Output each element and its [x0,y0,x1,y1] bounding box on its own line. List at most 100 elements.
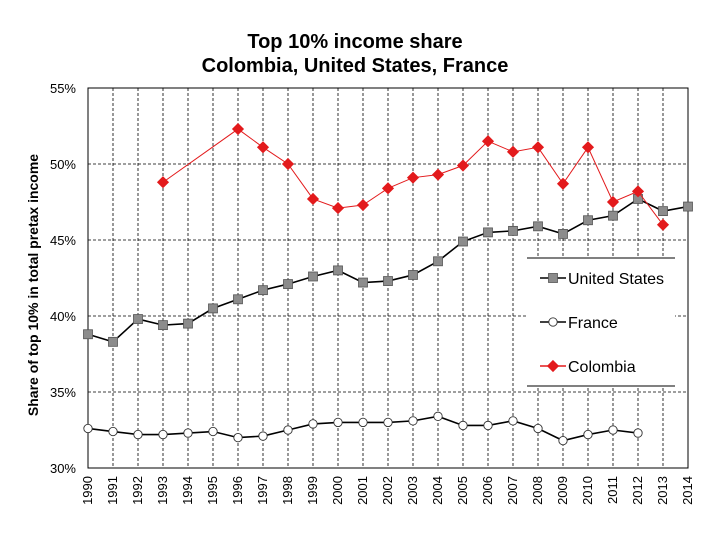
point-colombia [556,177,570,190]
point-colombia [481,135,495,148]
point-colombia [531,141,545,154]
point-france [458,420,468,431]
point-france [433,411,443,421]
y-tick-label: 30% [50,461,76,476]
point-colombia [306,192,320,206]
point-france [233,432,243,443]
point-colombia [606,195,620,209]
y-tick-label: 35% [50,385,76,400]
point-colombia [256,141,270,154]
point-united-states [383,276,393,286]
point-united-states [308,271,318,282]
x-tick-label: 2003 [405,476,420,505]
x-tick-label: 1997 [255,476,270,505]
point-united-states [158,320,168,331]
point-united-states [258,285,268,296]
point-colombia [356,198,370,212]
x-tick-label: 2012 [630,476,645,505]
point-france [83,423,93,434]
point-united-states [558,229,568,239]
point-colombia [281,157,295,171]
y-axis-ticks: 30% 35% 40% 45% 50% 55% [50,81,76,476]
point-france [608,425,618,435]
point-colombia [156,176,170,189]
point-united-states [658,206,668,217]
x-tick-label: 2007 [505,476,520,505]
x-tick-label: 2005 [455,476,470,505]
x-tick-label: 1991 [105,476,120,505]
x-tick-label: 2004 [430,476,445,505]
point-france [108,426,118,437]
point-france [258,431,268,441]
y-tick-label: 45% [50,233,76,248]
x-tick-label: 2009 [555,476,570,505]
x-tick-label: 1990 [80,476,95,505]
point-france [483,420,493,431]
y-axis-label: Share of top 10% in total pretax income [25,154,41,416]
x-tick-label: 1994 [180,476,195,505]
point-colombia [331,202,345,215]
point-united-states [233,294,243,305]
x-tick-label: 2011 [605,476,620,504]
series [83,122,693,446]
x-tick-label: 1992 [130,476,145,505]
x-tick-label: 2008 [530,476,545,505]
point-united-states [83,329,93,340]
point-colombia [581,141,595,154]
point-france [358,417,368,428]
point-united-states [483,227,493,238]
point-united-states [683,201,693,212]
chart-title-line2: Colombia, United States, France [202,55,509,77]
point-france [183,428,193,438]
legend-marker-colombia [546,359,560,373]
point-united-states [433,256,443,267]
legend-label-united-states: United States [568,271,664,288]
point-united-states [283,279,293,289]
point-united-states [533,221,543,232]
y-tick-label: 40% [50,309,76,324]
plot-area [87,87,689,469]
point-colombia [631,185,645,198]
point-france [133,429,143,440]
chart-title-line1: Top 10% income share [247,31,462,53]
x-tick-label: 2002 [380,476,395,505]
x-tick-label: 2006 [480,476,495,505]
point-france [508,416,518,426]
point-colombia [231,122,245,136]
point-colombia [406,171,420,184]
point-united-states [408,270,418,280]
x-tick-label: 2013 [655,476,670,505]
legend-label-colombia: Colombia [568,359,636,376]
point-colombia [656,218,670,231]
point-france [408,416,418,426]
point-united-states [608,210,618,221]
x-tick-label: 1999 [305,476,320,505]
point-united-states [183,318,193,329]
x-tick-label: 1998 [280,476,295,505]
point-united-states [458,236,468,247]
point-france [583,429,593,440]
point-united-states [358,277,368,288]
x-tick-label: 1996 [230,476,245,505]
point-france [383,417,393,428]
point-united-states [508,225,518,236]
x-tick-label: 2000 [330,476,345,505]
x-tick-label: 1995 [205,476,220,505]
point-colombia [456,159,470,172]
point-france [533,423,543,434]
x-tick-label: 2010 [580,476,595,505]
legend-marker-united-states [548,273,558,283]
point-united-states [583,215,593,226]
point-france [208,426,218,437]
point-colombia [381,182,395,195]
x-axis-ticks: 1990 1991 1992 1993 1994 1995 1996 1997 1998 1999… [80,476,695,505]
point-france [633,428,643,438]
point-france [333,417,343,428]
point-united-states [108,336,118,347]
x-tick-label: 2001 [355,476,370,505]
legend-label-france: France [568,315,618,332]
point-united-states [333,265,343,276]
x-tick-label: 1993 [155,476,170,505]
point-france [308,419,318,429]
